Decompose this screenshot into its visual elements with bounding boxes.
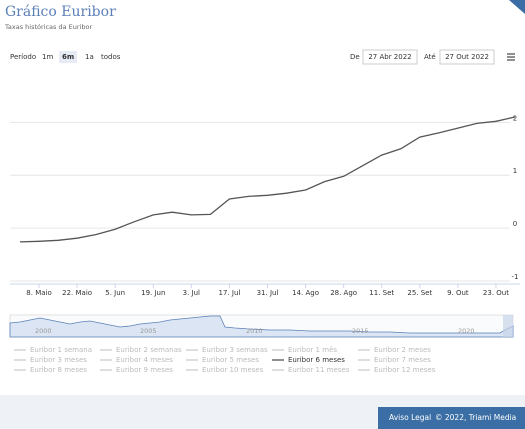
- navigator-label: 2015: [352, 327, 369, 335]
- title: Gráfico Euribor: [5, 4, 116, 20]
- x-tick-label: 31. Jul: [257, 289, 279, 297]
- legend-item[interactable]: Euribor 9 meses: [116, 366, 173, 374]
- x-tick-label: 3. Jul: [183, 289, 200, 297]
- menu-icon[interactable]: [507, 53, 515, 61]
- from-input[interactable]: [362, 49, 418, 65]
- x-tick-label: 19. Jun: [141, 289, 165, 297]
- range-button[interactable]: 6m: [62, 53, 74, 61]
- legend: Euribor 1 semana Euribor 2 semanas Euribor…: [14, 346, 436, 374]
- legend-item[interactable]: Euribor 3 meses: [30, 356, 87, 364]
- legend-item[interactable]: Euribor 1 semana: [30, 346, 92, 354]
- footer-box: [378, 407, 525, 429]
- legend-item[interactable]: Euribor 7 meses: [374, 356, 431, 364]
- range-button[interactable]: todos: [101, 53, 121, 61]
- navigator-label: 2010: [246, 327, 263, 335]
- button-bg[interactable]: [59, 51, 77, 63]
- x-tick-label: 9. Out: [447, 289, 469, 297]
- legend-item[interactable]: Euribor 5 meses: [202, 356, 259, 364]
- to-input[interactable]: [439, 49, 495, 65]
- to-label: Até: [424, 53, 436, 61]
- y-tick-label: 0: [513, 220, 517, 228]
- legend-item[interactable]: Euribor 10 meses: [202, 366, 264, 374]
- x-tick-label: 8. Maio: [26, 289, 51, 297]
- legend-item[interactable]: Euribor 12 meses: [374, 366, 436, 374]
- range-button[interactable]: 1a: [85, 53, 94, 61]
- x-tick-label: 23. Out: [483, 289, 509, 297]
- navigator-label: 2000: [35, 327, 52, 335]
- navigator-label: 2020: [458, 327, 475, 335]
- y-tick-label: 1: [513, 167, 517, 175]
- corner-tab: [509, 0, 525, 14]
- y-tick-label: -1: [512, 273, 519, 281]
- to-date[interactable]: 27 Out 2022: [445, 53, 489, 61]
- x-tick-label: 14. Ago: [292, 289, 319, 297]
- legend-item[interactable]: Euribor 2 meses: [374, 346, 431, 354]
- plot: -1 0 1 2 8. Maio 22. Maio 5. Jun 19. Jun 3. Jul 1…: [10, 114, 520, 297]
- range-button[interactable]: 1m: [42, 53, 53, 61]
- period-label: Período: [10, 53, 36, 61]
- from-date[interactable]: 27 Abr 2022: [368, 53, 411, 61]
- range-buttons: 1m 6m 1a todos: [42, 51, 121, 63]
- legend-item[interactable]: Euribor 11 meses: [288, 366, 350, 374]
- x-tick-label: 25. Set: [407, 289, 432, 297]
- legend-item[interactable]: Euribor 8 meses: [30, 366, 87, 374]
- x-tick-label: 28. Ago: [330, 289, 357, 297]
- legal-link[interactable]: Aviso Legal: [389, 413, 431, 422]
- navigator-label: 2005: [140, 327, 157, 335]
- x-tick-label: 17. Jul: [219, 289, 241, 297]
- copyright: © 2022, Triami Media: [435, 413, 516, 422]
- x-tick-label: 5. Jun: [105, 289, 125, 297]
- series-line: [19, 116, 516, 243]
- legend-item[interactable]: Euribor 2 semanas: [116, 346, 182, 354]
- x-tick-label: 11. Set: [369, 289, 394, 297]
- legend-item[interactable]: Euribor 6 meses: [288, 356, 345, 364]
- legend-item[interactable]: Euribor 3 semanas: [202, 346, 268, 354]
- legend-item[interactable]: Euribor 1 mês: [288, 346, 337, 354]
- subtitle: Taxas históricas da Euribor: [4, 23, 92, 31]
- x-tick-label: 22. Maio: [62, 289, 92, 297]
- from-label: De: [350, 53, 360, 61]
- y-tick-label: 2: [513, 114, 517, 122]
- legend-item[interactable]: Euribor 4 meses: [116, 356, 173, 364]
- navigator: 2000 2005 2010 2015 2020: [9, 314, 514, 338]
